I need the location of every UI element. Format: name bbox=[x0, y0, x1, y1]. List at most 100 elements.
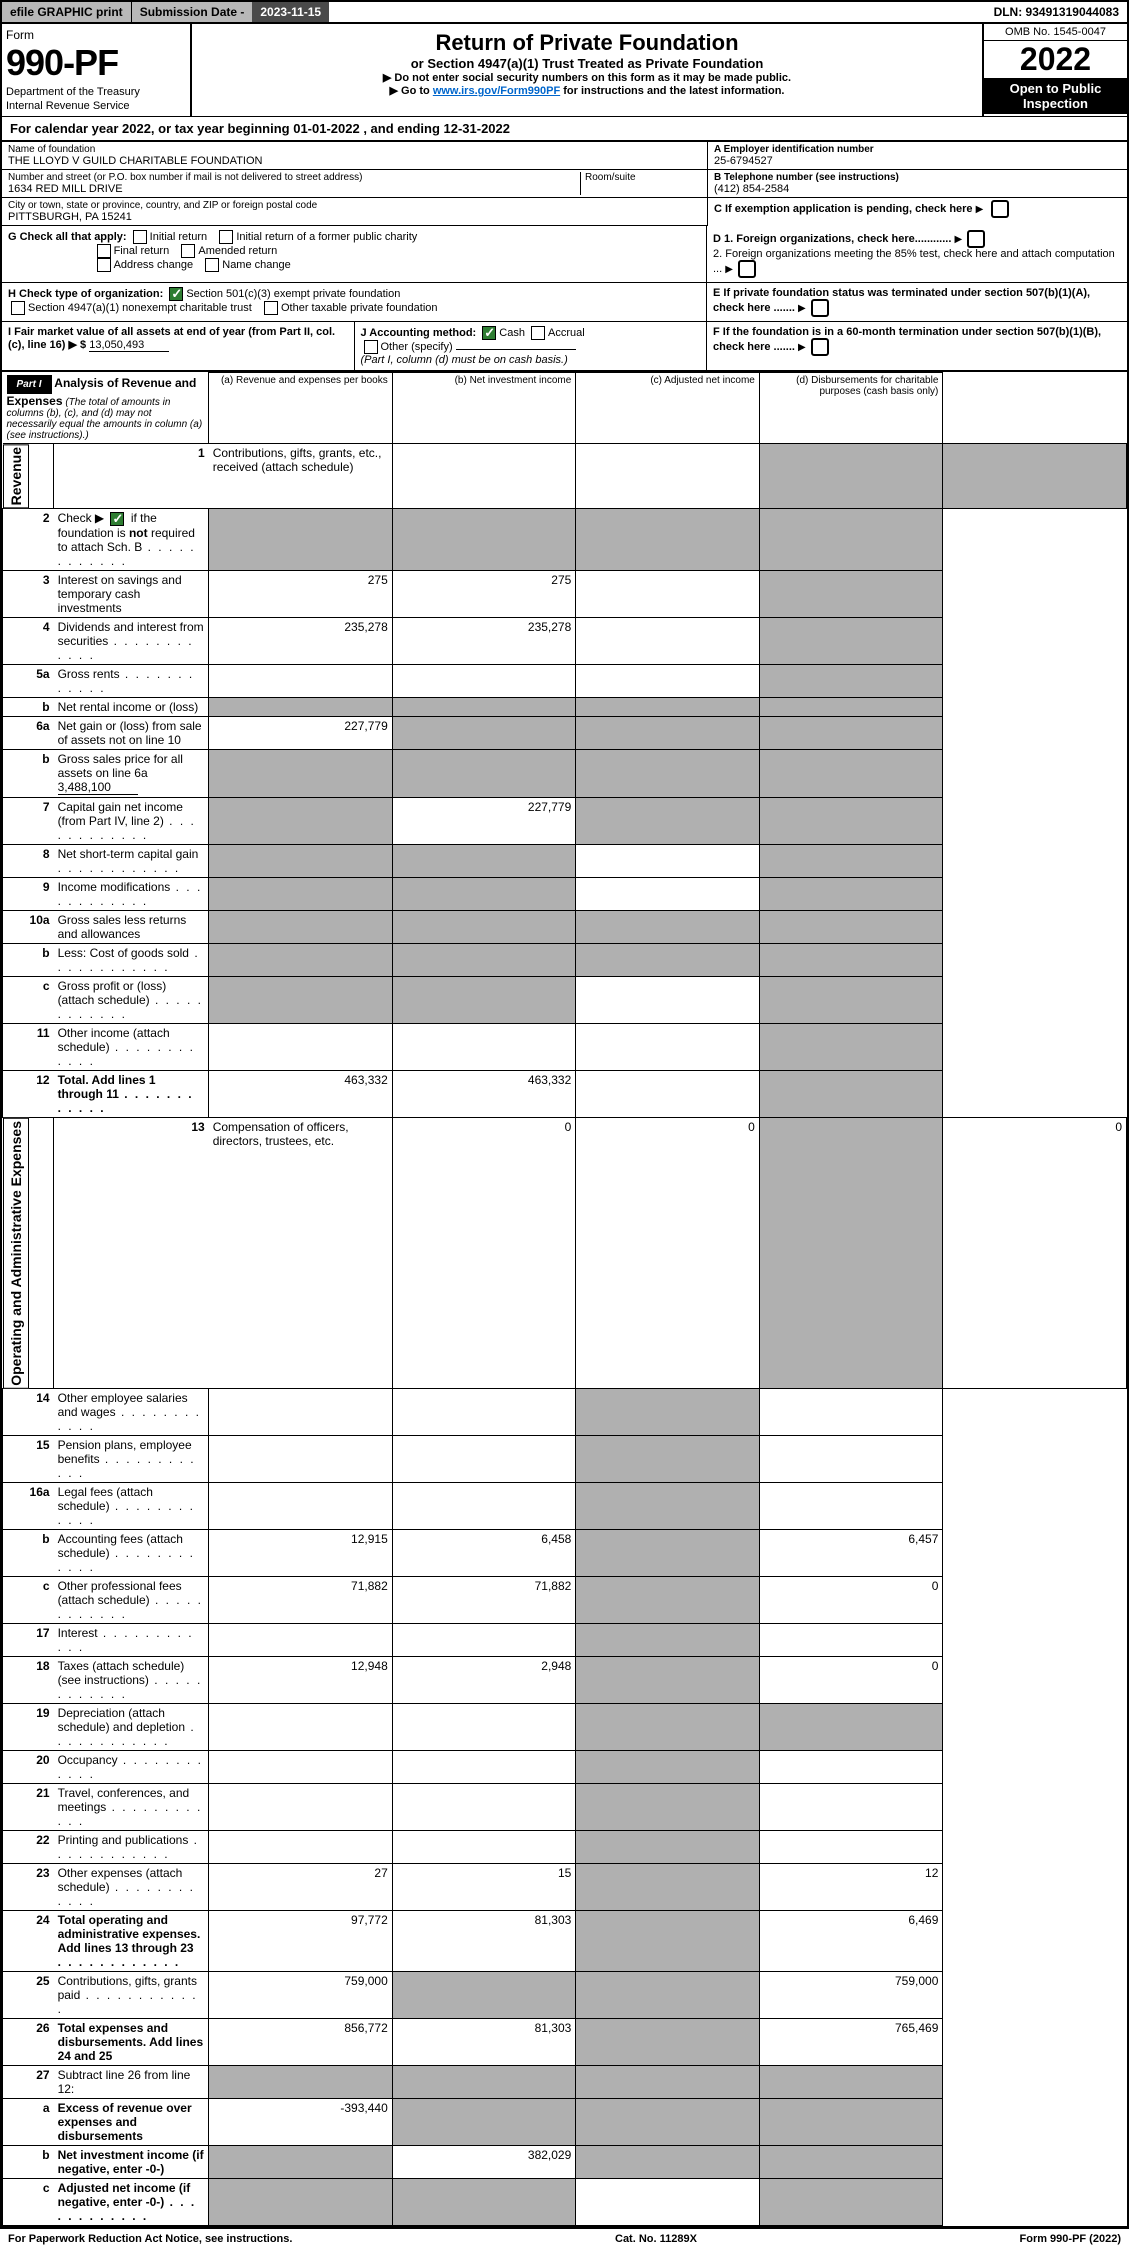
cell-shaded bbox=[392, 2099, 576, 2146]
cell-shaded bbox=[392, 749, 576, 797]
cell-value bbox=[209, 1624, 393, 1657]
cell-shaded bbox=[209, 697, 393, 716]
f-checkbox[interactable] bbox=[811, 338, 829, 356]
line-number: 24 bbox=[3, 1911, 54, 1972]
line-number: 7 bbox=[3, 797, 54, 844]
foundation-name-label: Name of foundation bbox=[8, 144, 701, 155]
cell-value bbox=[392, 1483, 576, 1530]
col-c-header: (c) Adjusted net income bbox=[576, 373, 760, 444]
cell-value bbox=[209, 1784, 393, 1831]
g-label: G Check all that apply: bbox=[8, 231, 127, 243]
line-number: 18 bbox=[3, 1657, 54, 1704]
line-description: Capital gain net income (from Part IV, l… bbox=[54, 797, 209, 844]
line-description: Gross rents bbox=[54, 664, 209, 697]
cell-value: 15 bbox=[392, 1864, 576, 1911]
line-number: b bbox=[3, 2146, 54, 2179]
line-description: Pension plans, employee benefits bbox=[54, 1436, 209, 1483]
table-row: 23Other expenses (attach schedule)271512 bbox=[3, 1864, 1127, 1911]
irs-link[interactable]: www.irs.gov/Form990PF bbox=[433, 85, 560, 97]
form-title: Return of Private Foundation bbox=[198, 30, 976, 56]
col-a-header: (a) Revenue and expenses per books bbox=[209, 373, 393, 444]
cell-value: 6,457 bbox=[759, 1530, 943, 1577]
cell-shaded bbox=[759, 2066, 943, 2099]
table-row: 2Check ▶ if the foundation is not requir… bbox=[3, 508, 1127, 570]
other-method-checkbox[interactable] bbox=[364, 340, 378, 354]
e-checkbox[interactable] bbox=[811, 299, 829, 317]
cell-value bbox=[576, 443, 760, 508]
address-change-checkbox[interactable] bbox=[97, 258, 111, 272]
cell-shaded bbox=[576, 797, 760, 844]
efile-print-button[interactable]: efile GRAPHIC print bbox=[2, 2, 132, 22]
ein-value: 25-6794527 bbox=[714, 155, 1121, 167]
cell-value bbox=[576, 976, 760, 1023]
4947a1-checkbox[interactable] bbox=[11, 301, 25, 315]
cell-shaded bbox=[576, 1389, 760, 1436]
line-number: b bbox=[3, 1530, 54, 1577]
initial-former-checkbox[interactable] bbox=[219, 230, 233, 244]
line-description: Occupancy bbox=[54, 1751, 209, 1784]
revenue-side-label: Revenue bbox=[3, 444, 29, 508]
accrual-checkbox[interactable] bbox=[531, 326, 545, 340]
line-number: 26 bbox=[3, 2019, 54, 2066]
cell-value bbox=[392, 664, 576, 697]
cell-shaded bbox=[392, 844, 576, 877]
line-description: Accounting fees (attach schedule) bbox=[54, 1530, 209, 1577]
cell-shaded bbox=[759, 1070, 943, 1117]
table-row: 24Total operating and administrative exp… bbox=[3, 1911, 1127, 1972]
cell-value bbox=[392, 1023, 576, 1070]
cell-value bbox=[759, 1624, 943, 1657]
cell-value bbox=[392, 1624, 576, 1657]
check-section-h: H Check type of organization: Section 50… bbox=[0, 283, 1129, 322]
cell-value bbox=[576, 617, 760, 664]
line-description: Net rental income or (loss) bbox=[54, 697, 209, 716]
d2-checkbox[interactable] bbox=[738, 260, 756, 278]
cell-value: 6,469 bbox=[759, 1911, 943, 1972]
table-row: 21Travel, conferences, and meetings bbox=[3, 1784, 1127, 1831]
exemption-checkbox[interactable] bbox=[991, 200, 1009, 218]
line-description: Compensation of officers, directors, tru… bbox=[209, 1117, 393, 1389]
j-label: J Accounting method: bbox=[361, 327, 477, 339]
cell-value: 0 bbox=[759, 1657, 943, 1704]
line-number: 27 bbox=[3, 2066, 54, 2099]
cell-shaded bbox=[209, 749, 393, 797]
schb-checkbox[interactable] bbox=[110, 512, 124, 526]
cell-value bbox=[576, 2179, 760, 2226]
submission-date-label: Submission Date - bbox=[132, 2, 253, 22]
cell-value bbox=[759, 1483, 943, 1530]
omb-number: OMB No. 1545-0047 bbox=[984, 24, 1127, 41]
table-row: 6aNet gain or (loss) from sale of assets… bbox=[3, 716, 1127, 749]
501c3-checkbox[interactable] bbox=[169, 287, 183, 301]
d1-label: D 1. Foreign organizations, check here..… bbox=[713, 233, 951, 245]
cell-shaded bbox=[576, 1831, 760, 1864]
line-description: Total expenses and disbursements. Add li… bbox=[54, 2019, 209, 2066]
initial-return-checkbox[interactable] bbox=[133, 230, 147, 244]
line-description: Legal fees (attach schedule) bbox=[54, 1483, 209, 1530]
d1-checkbox[interactable] bbox=[967, 230, 985, 248]
table-row: 27Subtract line 26 from line 12: bbox=[3, 2066, 1127, 2099]
catalog-number: Cat. No. 11289X bbox=[615, 2233, 697, 2245]
table-row: bLess: Cost of goods sold bbox=[3, 943, 1127, 976]
cell-value: 463,332 bbox=[392, 1070, 576, 1117]
line-number: b bbox=[3, 697, 54, 716]
line-number: 8 bbox=[3, 844, 54, 877]
cell-shaded bbox=[759, 1704, 943, 1751]
cell-shaded bbox=[759, 508, 943, 570]
final-return-checkbox[interactable] bbox=[97, 244, 111, 258]
amended-return-checkbox[interactable] bbox=[181, 244, 195, 258]
cell-value bbox=[209, 1831, 393, 1864]
name-change-checkbox[interactable] bbox=[205, 258, 219, 272]
line-number: 1 bbox=[54, 443, 209, 508]
cell-value: 27 bbox=[209, 1864, 393, 1911]
line-number: 6a bbox=[3, 716, 54, 749]
room-label: Room/suite bbox=[585, 172, 701, 183]
line-description: Check ▶ if the foundation is not require… bbox=[54, 508, 209, 570]
other-taxable-checkbox[interactable] bbox=[264, 301, 278, 315]
cell-shaded bbox=[759, 2099, 943, 2146]
cell-value bbox=[576, 1023, 760, 1070]
table-row: 22Printing and publications bbox=[3, 1831, 1127, 1864]
cash-checkbox[interactable] bbox=[482, 326, 496, 340]
line-description: Printing and publications bbox=[54, 1831, 209, 1864]
cell-shaded bbox=[576, 910, 760, 943]
cell-value: 275 bbox=[209, 570, 393, 617]
cell-value: 759,000 bbox=[759, 1972, 943, 2019]
